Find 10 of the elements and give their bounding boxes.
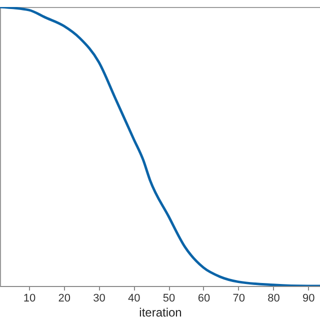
x-tick-label: 50 (162, 292, 176, 304)
x-tick-label: 10 (23, 292, 36, 304)
x-tick-label: 90 (302, 292, 315, 304)
x-tick-label: 70 (232, 292, 245, 304)
x-tick-label: 40 (128, 292, 140, 304)
x-tick-label: 80 (268, 292, 280, 304)
x-tick-label: 20 (58, 292, 70, 304)
x-tick-label: 60 (198, 292, 210, 304)
x-tick-label: 30 (93, 292, 106, 304)
x-axis-title: iteration (139, 306, 182, 320)
